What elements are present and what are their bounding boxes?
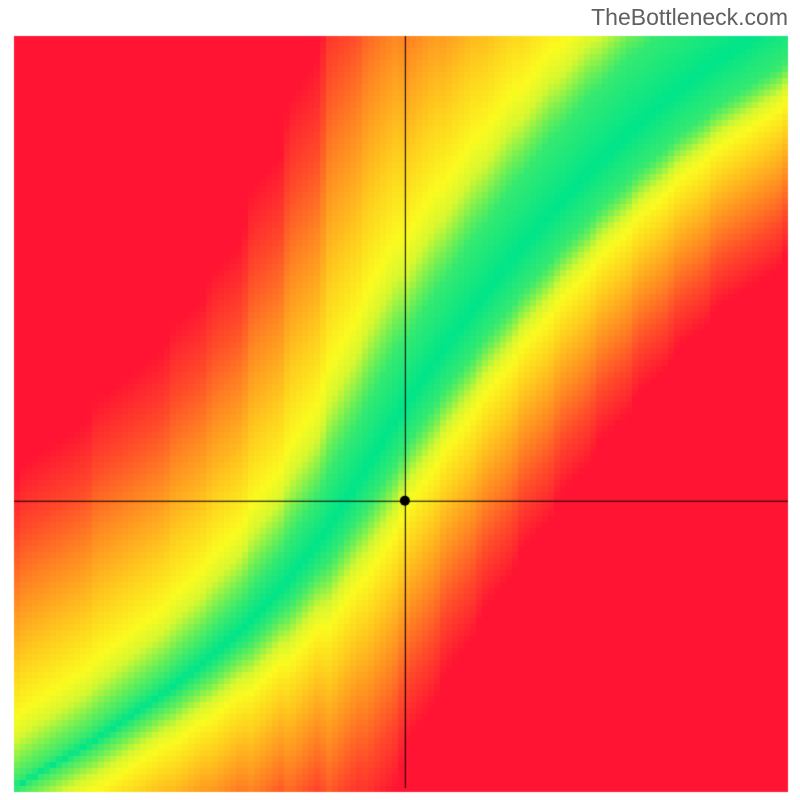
watermark-text: TheBottleneck.com: [591, 4, 788, 31]
bottleneck-heatmap: [0, 0, 800, 800]
chart-container: TheBottleneck.com: [0, 0, 800, 800]
